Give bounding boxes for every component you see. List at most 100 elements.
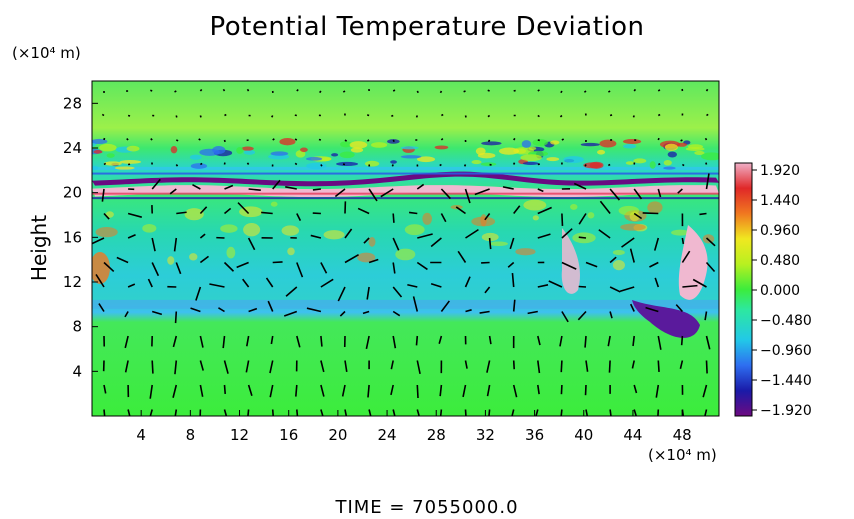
vector-arrow <box>439 409 443 416</box>
vector-arrow <box>440 138 444 141</box>
vector-arrow <box>692 278 707 288</box>
vector-arrow <box>175 164 179 167</box>
x-tick-label: 48 <box>673 426 692 444</box>
mid-anomaly <box>184 208 204 221</box>
vector-arrow <box>367 384 370 398</box>
vector-arrow <box>585 261 598 268</box>
upper-turbulence <box>550 140 560 145</box>
vector-arrow <box>633 212 643 220</box>
upper-turbulence <box>563 156 584 164</box>
upper-turbulence <box>99 143 117 152</box>
vector-arrow <box>222 335 226 349</box>
vector-arrow <box>416 360 421 375</box>
vector-arrow <box>537 114 540 118</box>
vector-arrow <box>464 276 471 288</box>
mid-anomaly <box>105 211 114 218</box>
vector-arrow <box>440 188 451 200</box>
upper-turbulence <box>700 152 719 161</box>
vector-arrow <box>246 88 250 92</box>
upper-turbulence <box>243 149 256 155</box>
vector-arrow <box>392 262 396 274</box>
upper-turbulence <box>93 150 103 154</box>
mid-anomaly <box>523 199 547 211</box>
vector-arrow <box>199 115 202 118</box>
mid-anomaly <box>612 260 625 271</box>
upper-turbulence <box>480 162 497 167</box>
vector-arrow <box>682 284 698 288</box>
vector-arrow <box>439 163 442 167</box>
vector-arrow <box>126 138 129 141</box>
colorbar-label: 0.480 <box>760 253 800 269</box>
vector-arrow <box>296 89 299 92</box>
vector-arrow <box>705 360 708 374</box>
vector-arrow <box>320 164 323 167</box>
mid-anomaly <box>357 252 376 263</box>
vector-arrow <box>487 114 491 118</box>
vector-arrow <box>677 188 683 194</box>
vector-arrow <box>537 188 544 193</box>
y-axis-unit: (×10⁴ m) <box>12 44 81 62</box>
colorbar-label: 0.960 <box>760 223 800 239</box>
vector-arrow <box>489 163 492 166</box>
vector-arrow <box>416 183 425 190</box>
colorbar-label: 0.000 <box>760 283 800 299</box>
vector-arrow <box>236 261 249 269</box>
vector-arrow <box>272 261 283 264</box>
vector-arrow <box>607 90 611 93</box>
upper-turbulence <box>331 153 339 157</box>
vector-arrow <box>190 307 201 313</box>
vector-arrow <box>512 360 516 370</box>
vector-arrow <box>242 278 250 288</box>
vector-arrow <box>342 90 346 93</box>
mid-anomaly <box>480 214 487 227</box>
vector-arrow <box>223 360 229 374</box>
upper-turbulence <box>119 160 142 164</box>
vector-arrow <box>95 273 105 288</box>
upper-turbulence <box>481 141 502 146</box>
vector-arrow <box>175 262 182 275</box>
vector-arrow <box>368 258 379 264</box>
vector-arrow <box>209 283 225 288</box>
vector-arrow <box>584 164 587 167</box>
upper-turbulence <box>663 160 672 166</box>
mid-anomaly <box>287 247 295 256</box>
vector-arrow <box>173 237 178 252</box>
vector-arrow <box>560 90 563 94</box>
colorbar-label: −1.440 <box>760 373 812 389</box>
upper-turbulence <box>477 152 496 159</box>
band-stripe <box>92 192 719 195</box>
y-tick-label: 8 <box>72 318 82 336</box>
vector-arrow <box>337 286 346 302</box>
vector-arrow <box>103 212 110 220</box>
mid-anomaly <box>612 249 625 256</box>
x-tick-label: 32 <box>476 426 495 444</box>
vector-arrow <box>633 88 637 92</box>
vector-arrow <box>537 360 541 374</box>
vector-arrow <box>320 278 334 288</box>
vector-arrow <box>585 360 589 372</box>
vector-arrow <box>537 89 540 92</box>
upper-turbulence <box>364 160 380 167</box>
upper-turbulence <box>279 138 296 146</box>
vector-arrow <box>407 283 418 288</box>
vector-arrow <box>657 137 660 141</box>
vector-arrow <box>642 212 659 215</box>
vector-arrow <box>633 384 638 394</box>
mid-anomaly <box>404 224 425 236</box>
vector-arrow <box>223 207 232 215</box>
vector-arrow <box>391 114 394 118</box>
vector-arrow <box>416 409 420 416</box>
vector-arrow <box>577 310 587 321</box>
vector-arrow <box>657 89 661 92</box>
upper-turbulence <box>92 165 99 171</box>
vector-arrow <box>629 303 635 312</box>
vector-arrow <box>318 138 322 141</box>
mid-anomaly <box>323 230 345 240</box>
vector-arrow <box>629 248 635 263</box>
vector-arrow <box>320 409 324 416</box>
vector-arrow <box>151 310 163 316</box>
upper-turbulence <box>599 139 617 148</box>
vector-arrow <box>560 360 563 373</box>
vector-arrow <box>248 188 261 192</box>
vector-arrow <box>149 409 153 416</box>
